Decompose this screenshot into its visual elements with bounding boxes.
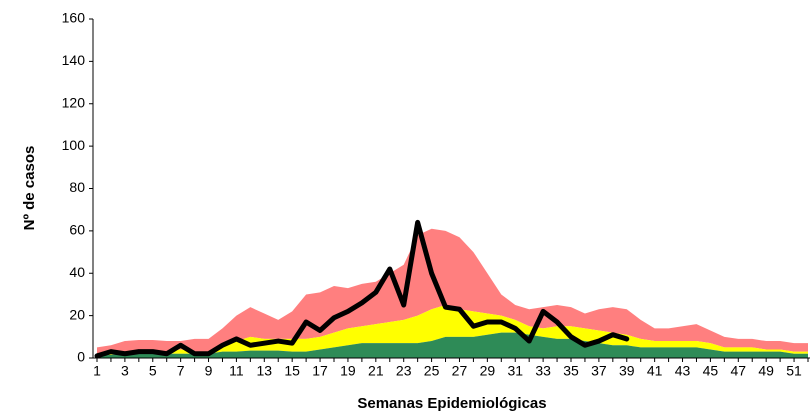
x-tick-label: 43 [675, 363, 691, 379]
x-tick-label: 49 [758, 363, 774, 379]
area-band [97, 332, 808, 358]
x-tick-label: 15 [284, 363, 300, 379]
x-tick-label: 41 [647, 363, 663, 379]
x-tick-label: 3 [121, 363, 129, 379]
y-tick-label: 40 [69, 264, 85, 280]
x-tick-label: 19 [340, 363, 356, 379]
y-axis-label: Nº de casos [21, 146, 38, 231]
x-tick-label: 31 [507, 363, 523, 379]
y-tick-label: 120 [62, 94, 86, 110]
x-tick-label: 7 [177, 363, 185, 379]
case-line [94, 219, 630, 359]
x-tick-label: 33 [535, 363, 551, 379]
area-band [97, 228, 808, 354]
x-tick-label: 39 [619, 363, 635, 379]
y-tick-label: 140 [62, 52, 86, 68]
y-tick-label: 160 [62, 10, 86, 26]
y-tick-label: 100 [62, 137, 86, 153]
x-tick-label: 25 [424, 363, 440, 379]
y-tick-label: 80 [69, 179, 85, 195]
x-tick-label: 27 [452, 363, 468, 379]
x-tick-label: 35 [563, 363, 579, 379]
x-tick-label: 13 [257, 363, 273, 379]
x-tick-label: 11 [229, 363, 244, 379]
x-tick-label: 45 [703, 363, 719, 379]
y-tick-label: 20 [69, 306, 85, 322]
x-tick-label: 21 [368, 363, 384, 379]
x-tick-label: 17 [312, 363, 328, 379]
y-tick-label: 60 [69, 222, 85, 238]
x-tick-label: 29 [480, 363, 496, 379]
x-tick-label: 51 [786, 363, 802, 379]
x-tick-label: 1 [93, 363, 101, 379]
x-axis-label: Semanas Epidemiológicas [357, 395, 546, 412]
x-tick-label: 37 [591, 363, 607, 379]
x-tick-label: 5 [149, 363, 157, 379]
x-tick-label: 23 [396, 363, 412, 379]
x-tick-label: 9 [205, 363, 213, 379]
x-tick-label: 47 [731, 363, 747, 379]
y-tick-label: 0 [77, 349, 85, 365]
